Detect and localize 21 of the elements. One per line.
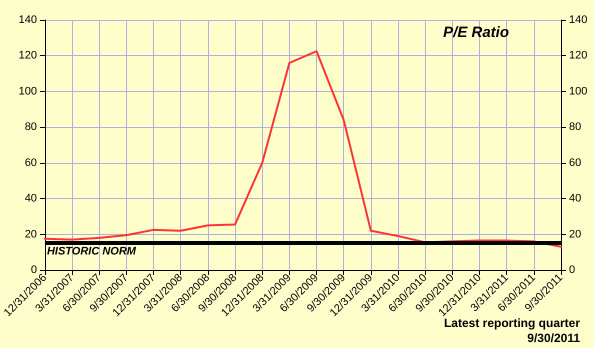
text: Latest reporting quarter — [444, 316, 580, 330]
y2-tick-label: 140 — [569, 14, 588, 26]
y2-tick-label: 120 — [569, 50, 588, 62]
y2-tick-label: 100 — [569, 85, 588, 98]
y2-tick-label: 80 — [569, 121, 582, 134]
y2-tick-label: 60 — [569, 156, 582, 169]
y-tick-label: 0 — [30, 264, 37, 276]
text: 9/30/2011 — [527, 331, 580, 345]
y-tick-label: 40 — [24, 192, 37, 205]
y2-tick-label: 40 — [569, 192, 582, 205]
y-tick-label: 100 — [18, 85, 37, 98]
y2-tick-label: 0 — [569, 264, 576, 276]
y-tick-label: 60 — [24, 156, 37, 169]
ref-line-label: HISTORIC NORM — [46, 246, 137, 258]
chart-title: P/E Ratio — [443, 24, 510, 41]
y2-tick-label: 20 — [569, 228, 582, 240]
line-series — [44, 50, 562, 248]
y-tick-label: 140 — [18, 14, 37, 26]
y-tick-label: 120 — [18, 50, 37, 62]
y-tick-label: 80 — [24, 121, 37, 134]
y-tick-label: 20 — [24, 228, 37, 240]
